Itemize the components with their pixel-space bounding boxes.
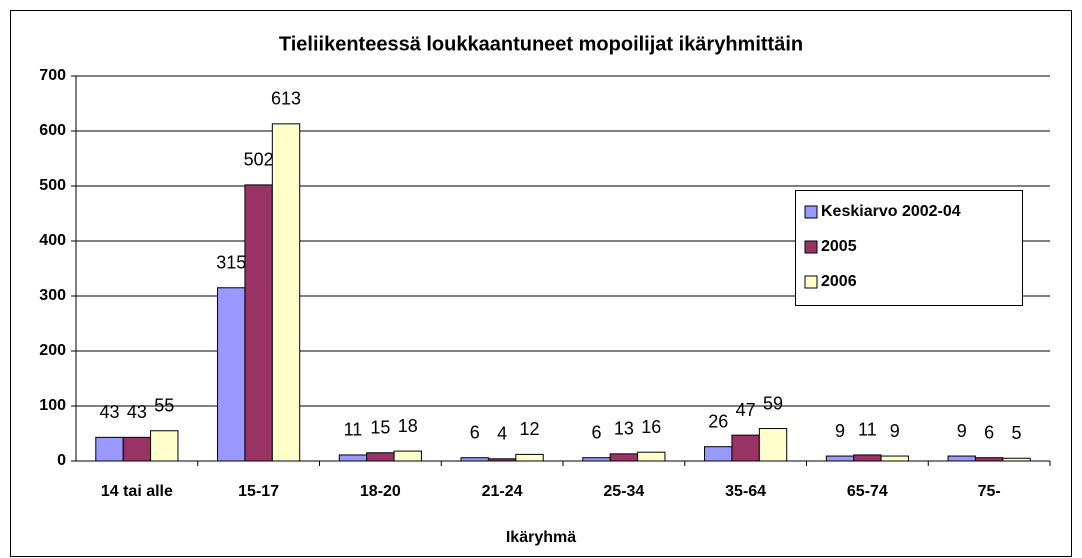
value-label: 9 <box>957 421 967 441</box>
value-label: 43 <box>99 402 119 422</box>
x-tick-label: 15-17 <box>238 483 279 500</box>
x-tick-label: 65-74 <box>847 483 888 500</box>
bar <box>217 287 246 462</box>
value-label: 4 <box>497 424 507 444</box>
bar <box>244 184 273 462</box>
legend-label: 2005 <box>821 238 857 255</box>
legend-swatch <box>804 240 818 254</box>
bar <box>880 455 909 462</box>
bar <box>704 446 733 462</box>
value-label: 5 <box>1012 423 1022 443</box>
value-label: 26 <box>708 411 728 431</box>
value-label: 47 <box>736 400 756 420</box>
y-tick-label: 600 <box>39 122 66 139</box>
value-label: 43 <box>127 402 147 422</box>
value-label: 502 <box>244 150 274 170</box>
legend-label: Keskiarvo 2002-04 <box>821 203 961 220</box>
bar <box>393 450 422 462</box>
value-label: 18 <box>398 416 418 436</box>
bar <box>758 428 788 462</box>
bar <box>731 434 760 462</box>
x-tick-label: 25-34 <box>603 483 644 500</box>
bar <box>366 452 395 462</box>
bar <box>271 123 301 462</box>
bar <box>1002 457 1031 462</box>
x-tick-label: 75- <box>978 483 1001 500</box>
chart-title: Tieliikenteessä loukkaantuneet mopoilija… <box>279 33 803 55</box>
bar <box>974 457 1004 462</box>
bar <box>637 451 666 462</box>
x-tick-label: 21-24 <box>482 483 523 500</box>
legend-box <box>795 190 1023 306</box>
value-label: 15 <box>370 418 390 438</box>
y-tick-label: 300 <box>39 287 66 304</box>
y-tick-label: 0 <box>57 452 66 469</box>
bar <box>582 457 611 462</box>
y-tick-label: 100 <box>39 397 66 414</box>
y-tick-label: 400 <box>39 232 66 249</box>
x-tick-label: 35-64 <box>725 483 766 500</box>
bar <box>95 436 124 462</box>
value-label: 11 <box>858 420 877 440</box>
value-label: 13 <box>614 419 634 439</box>
value-label: 59 <box>763 393 783 413</box>
bar <box>515 453 544 462</box>
bar <box>947 455 976 462</box>
value-label: 11 <box>344 420 363 440</box>
y-tick-label: 200 <box>39 342 66 359</box>
bar <box>609 453 639 462</box>
value-label: 613 <box>271 89 301 109</box>
bar <box>122 436 152 462</box>
value-label: 6 <box>591 422 601 442</box>
value-label: 9 <box>890 421 900 441</box>
legend-label: 2006 <box>821 273 857 290</box>
bar <box>338 454 368 462</box>
value-label: 55 <box>154 396 174 416</box>
bar <box>460 457 489 462</box>
value-label: 12 <box>520 419 540 439</box>
legend-swatch <box>804 205 818 219</box>
value-label: 6 <box>470 422 480 442</box>
bar <box>487 458 517 462</box>
x-tick-label: 18-20 <box>360 483 401 500</box>
legend-swatch <box>804 275 818 289</box>
bar <box>853 454 882 462</box>
y-tick-label: 500 <box>39 177 66 194</box>
x-axis-label: Ikäryhmä <box>506 529 576 546</box>
y-tick-label: 700 <box>39 67 66 84</box>
value-label: 16 <box>641 417 661 437</box>
bar <box>150 430 179 462</box>
value-label: 315 <box>216 253 246 273</box>
value-label: 6 <box>984 422 994 442</box>
bar <box>825 455 855 462</box>
value-label: 9 <box>835 421 845 441</box>
x-tick-label: 14 tai alle <box>101 483 173 500</box>
